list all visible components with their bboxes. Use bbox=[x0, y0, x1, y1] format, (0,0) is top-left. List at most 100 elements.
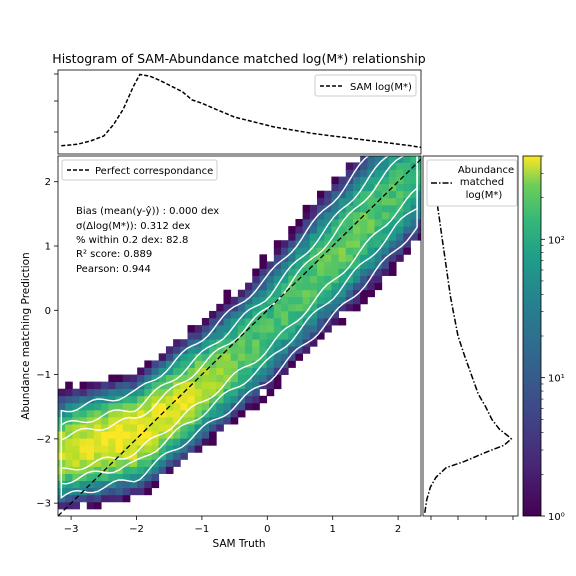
heatmap-cell bbox=[194, 353, 203, 361]
heatmap-cell bbox=[108, 473, 116, 482]
heatmap-cell bbox=[396, 226, 404, 234]
heatmap-cell bbox=[317, 310, 325, 319]
heatmap-cell bbox=[345, 219, 354, 227]
heatmap-cell bbox=[273, 310, 282, 319]
heatmap-cell bbox=[410, 219, 419, 227]
heatmap-cell bbox=[266, 381, 275, 390]
heatmap-cell bbox=[331, 204, 339, 213]
heatmap-cell bbox=[180, 445, 188, 453]
heatmap-cell bbox=[259, 268, 268, 276]
heatmap-cell bbox=[417, 211, 421, 220]
heatmap-cell bbox=[360, 190, 368, 199]
heatmap-cell bbox=[144, 424, 152, 432]
heatmap-cell bbox=[388, 247, 397, 255]
heatmap-cell bbox=[266, 275, 275, 284]
heatmap-cell bbox=[388, 233, 397, 241]
heatmap-cell bbox=[352, 268, 361, 276]
heatmap-cell bbox=[151, 381, 160, 390]
heatmap-cell bbox=[317, 204, 325, 213]
heatmap-cell bbox=[216, 395, 224, 404]
heatmap-cell bbox=[151, 431, 160, 439]
heatmap-cell bbox=[295, 247, 304, 255]
heatmap-cell bbox=[331, 226, 339, 234]
heatmap-cell bbox=[86, 395, 95, 404]
heatmap-cell bbox=[381, 226, 390, 234]
heatmap-cell bbox=[259, 332, 268, 340]
x-tick-label: 2 bbox=[395, 524, 401, 535]
y-tick-label: 2 bbox=[45, 177, 51, 188]
heatmap-cell bbox=[79, 445, 88, 453]
heatmap-cell bbox=[93, 459, 102, 467]
heatmap-cell bbox=[180, 431, 188, 439]
heatmap-cell bbox=[252, 268, 260, 276]
heatmap-cell bbox=[410, 197, 419, 206]
heatmap-cell bbox=[151, 438, 160, 446]
main-legend-label: Perfect correspondance bbox=[95, 166, 213, 177]
heatmap-cell bbox=[331, 268, 339, 276]
heatmap-cell bbox=[201, 353, 210, 361]
heatmap-cell bbox=[259, 296, 268, 305]
heatmap-cell bbox=[194, 431, 203, 439]
heatmap-cell bbox=[137, 367, 145, 375]
heatmap-cell bbox=[381, 211, 390, 220]
heatmap-cell bbox=[65, 431, 73, 439]
heatmap-cell bbox=[194, 332, 203, 340]
heatmap-cell bbox=[302, 233, 311, 241]
heatmap-cell bbox=[302, 332, 311, 340]
heatmap-cell bbox=[180, 360, 188, 368]
heatmap-cell bbox=[151, 395, 160, 404]
heatmap-cell bbox=[360, 176, 368, 185]
colorbar-tick-label: 10⁰ bbox=[548, 512, 565, 523]
x-tick-label: −1 bbox=[195, 524, 210, 535]
heatmap-cell bbox=[338, 197, 347, 206]
heatmap-cell bbox=[201, 325, 210, 333]
heatmap-cell bbox=[165, 346, 174, 354]
x-tick-label: 1 bbox=[330, 524, 336, 535]
heatmap-cell bbox=[151, 452, 160, 460]
heatmap-cell bbox=[101, 424, 109, 432]
heatmap-cell bbox=[223, 325, 232, 333]
heatmap-cell bbox=[338, 226, 347, 234]
heatmap-cell bbox=[302, 247, 311, 255]
heatmap-cell bbox=[245, 374, 253, 383]
heatmap-cell bbox=[295, 303, 304, 312]
heatmap-cell bbox=[101, 381, 109, 390]
heatmap-cell bbox=[302, 261, 311, 269]
right-series-line bbox=[424, 162, 513, 513]
heatmap-cell bbox=[252, 282, 260, 291]
heatmap-cell bbox=[165, 452, 174, 460]
heatmap-cell bbox=[72, 501, 80, 510]
main-panel bbox=[58, 156, 421, 516]
heatmap-cell bbox=[223, 360, 232, 368]
heatmap-cell bbox=[360, 289, 368, 298]
heatmap-cell bbox=[309, 233, 318, 241]
heatmap-cell bbox=[129, 395, 138, 404]
heatmap-cell bbox=[209, 353, 217, 361]
heatmap-cell bbox=[252, 402, 260, 411]
heatmap-cell bbox=[180, 438, 188, 446]
heatmap-cell bbox=[223, 310, 232, 319]
heatmap-cell bbox=[338, 254, 347, 262]
top-panel-title: Histogram of SAM-Abundance matched log(M… bbox=[52, 51, 425, 66]
heatmap-cell bbox=[345, 282, 354, 291]
heatmap-cell bbox=[295, 226, 304, 234]
heatmap-cell bbox=[252, 360, 260, 368]
heatmap-cell bbox=[252, 332, 260, 340]
heatmap-cell bbox=[101, 445, 109, 453]
heatmap-cell bbox=[374, 156, 383, 163]
heatmap-cell bbox=[388, 219, 397, 227]
heatmap-cell bbox=[151, 388, 160, 397]
heatmap-cell bbox=[65, 501, 73, 510]
heatmap-cell bbox=[151, 459, 160, 467]
heatmap-cell bbox=[129, 388, 138, 397]
heatmap-cell bbox=[65, 487, 73, 496]
heatmap-cell bbox=[396, 197, 404, 206]
heatmap-cell bbox=[144, 360, 152, 368]
heatmap-cell bbox=[324, 204, 332, 213]
heatmap-cell bbox=[396, 219, 404, 227]
heatmap-cell bbox=[352, 162, 361, 170]
heatmap-cell bbox=[417, 176, 421, 185]
heatmap-cell bbox=[352, 275, 361, 284]
heatmap-cell bbox=[302, 310, 311, 319]
heatmap-cell bbox=[72, 480, 80, 489]
